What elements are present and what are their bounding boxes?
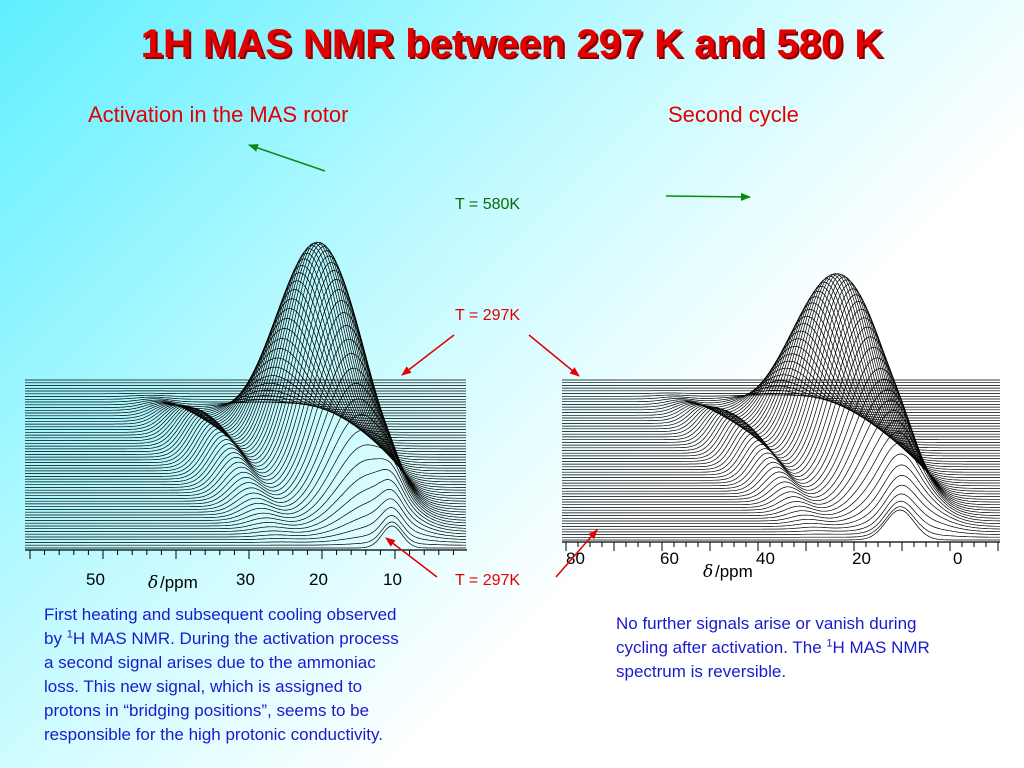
temperature-label-580k: T = 580K [455,196,521,213]
right-axis-unit: /ppm [715,562,753,581]
red-arrow-top-left [401,334,455,376]
delta-symbol: δ [703,562,713,582]
green-arrow-left [248,144,326,172]
slide-title: 1H MAS NMR between 297 K and 580 K [140,22,884,66]
right-tick-label: 80 [566,549,585,568]
temperature-label-297k-bottom: T = 297K [455,572,521,589]
right-panel-subtitle: Second cycle [668,102,799,127]
right-ppm-axis: 80 60 40 20 0 δ /ppm [562,541,1000,582]
left-stacked-spectra [25,241,467,549]
right-stacked-spectra [562,273,1001,541]
red-arrow-top-right [528,334,580,377]
left-ppm-axis: 50 30 20 10 δ /ppm [25,549,467,593]
left-tick-label: 50 [86,570,105,589]
left-panel-subtitle: Activation in the MAS rotor [88,102,349,127]
right-tick-label: 20 [852,549,871,568]
left-caption: First heating and subsequent cooling obs… [44,605,399,744]
left-tick-label: 30 [236,570,255,589]
green-arrow-right [665,192,751,201]
right-tick-label: 0 [953,549,962,568]
right-tick-label: 40 [756,549,775,568]
right-caption: No further signals arise or vanish durin… [616,614,930,681]
red-arrow-bottom-right [555,529,598,578]
delta-symbol: δ [148,573,158,593]
left-tick-label: 10 [383,570,402,589]
left-tick-label: 20 [309,570,328,589]
temperature-label-297k-top: T = 297K [455,307,521,324]
left-axis-unit: /ppm [160,573,198,592]
right-tick-label: 60 [660,549,679,568]
red-arrow-bottom-left [385,537,438,578]
